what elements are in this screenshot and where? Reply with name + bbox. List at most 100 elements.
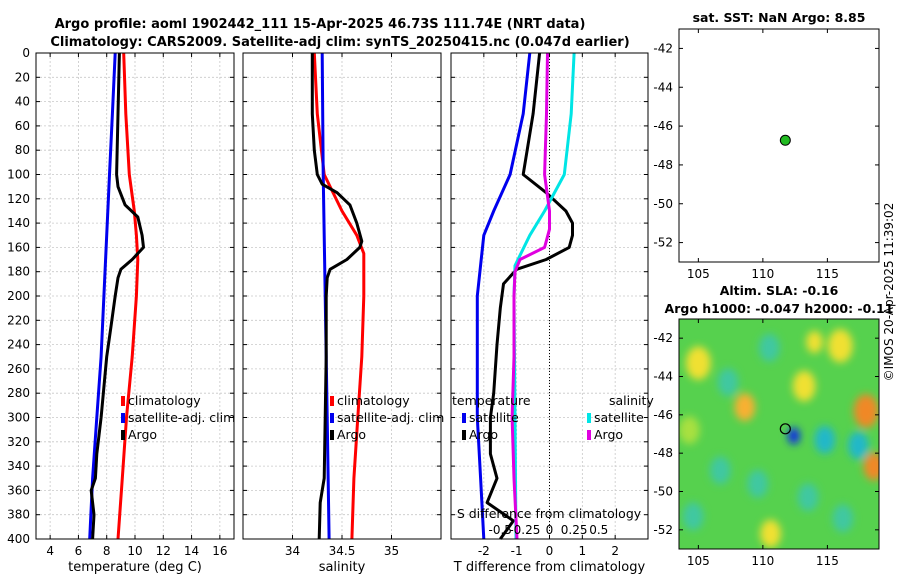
sla-anomaly-cell <box>759 333 780 362</box>
x-tick-label: 105 <box>687 554 710 568</box>
panel-temp: 0 20 40 60 80 100 120 140 160 180 200 220 240 260 280 3… <box>7 46 235 575</box>
y-tick-label: -48 <box>653 158 673 172</box>
sla-anomaly-cell <box>679 416 700 445</box>
panel-sla: Altim. SLA: -0.16 Argo h1000: -0.047 h200… <box>653 283 893 568</box>
sla-anomaly-cell <box>760 519 781 548</box>
y-tick-label: -52 <box>653 236 673 250</box>
y-tick-label: 300 <box>7 411 30 425</box>
axes-frame <box>242 52 442 540</box>
sla-anomaly-cell <box>682 502 704 531</box>
secondary-x-tick-label: -0.5 <box>489 523 512 537</box>
sla-anomaly-cell <box>792 370 816 402</box>
legend-title-temperature: temperature <box>452 393 531 408</box>
sla-anomaly-cell <box>848 431 869 460</box>
legend-label: satellite-adj. clim <box>128 410 235 425</box>
x-tick-label: 115 <box>816 267 839 281</box>
sla-anomaly-cell <box>717 368 739 397</box>
plot-area <box>679 29 879 262</box>
series-line-s-argo <box>510 52 551 540</box>
legend-label: Argo <box>128 427 157 442</box>
x-tick-label: 8 <box>103 544 111 558</box>
sla-anomaly-cell <box>806 330 823 354</box>
y-tick-label: 60 <box>15 119 30 133</box>
y-tick-label: -48 <box>653 446 673 460</box>
x-tick-label: 110 <box>751 554 774 568</box>
sla-anomaly-cell <box>814 425 836 454</box>
imos-watermark: ©IMOS 20-Apr-2025 11:39:02 <box>882 203 896 382</box>
sla-anomaly-cell <box>685 346 711 380</box>
sla-anomaly-cell <box>747 469 769 498</box>
x-tick-label: 14 <box>184 544 199 558</box>
series-line-satellite-adj-clim <box>88 52 117 540</box>
panel-sst: sat. SST: NaN Argo: 8.85 -42 -44 -46 -48 -50 -… <box>653 10 880 281</box>
secondary-x-tick-label: -0.25 <box>509 523 540 537</box>
y-tick-label: 220 <box>7 313 30 327</box>
axes-frame <box>450 52 649 540</box>
secondary-x-tick-label: 0.25 <box>561 523 588 537</box>
sla-anomaly-cell <box>827 329 853 363</box>
sla-anomaly-cell <box>863 452 879 481</box>
y-tick-label: -50 <box>653 197 673 211</box>
y-tick-label: -42 <box>653 331 673 345</box>
y-tick-label: -52 <box>653 523 673 537</box>
y-tick-label: -50 <box>653 485 673 499</box>
title-line-2: Climatology: CARS2009. Satellite-adj cli… <box>50 35 629 50</box>
x-tick-label: 105 <box>687 267 710 281</box>
x-tick-label: 16 <box>212 544 227 558</box>
series-line-climatology <box>116 52 140 540</box>
series-line-argo <box>310 53 364 540</box>
x-tick-label: 34 <box>285 544 300 558</box>
panel-diff: -2 -1 0 1 2 T difference from climatology temp… <box>450 52 654 575</box>
y-tick-label: 120 <box>7 192 30 206</box>
legend-title-salinity: salinity <box>609 393 654 408</box>
y-tick-label: 140 <box>7 216 30 230</box>
sla-title-line-1: Altim. SLA: -0.16 <box>720 283 839 298</box>
y-tick-label: 400 <box>7 532 30 546</box>
y-tick-label: -46 <box>653 119 673 133</box>
sla-title-line-2: Argo h1000: -0.047 h2000: -0.11 <box>665 301 894 316</box>
series-line-argo <box>89 52 145 540</box>
series-line-t-satellite <box>475 52 532 540</box>
x-tick-label: 12 <box>156 544 171 558</box>
legend-label: satellite <box>469 410 519 425</box>
title-line-1: Argo profile: aoml 1902442_111 15-Apr-20… <box>55 17 586 32</box>
y-tick-label: 280 <box>7 386 30 400</box>
x-axis-label: temperature (deg C) <box>68 560 202 575</box>
y-tick-label: 320 <box>7 435 30 449</box>
y-tick-label: 200 <box>7 289 30 303</box>
argo-location-marker <box>779 423 791 435</box>
x-tick-label: 10 <box>127 544 142 558</box>
secondary-x-tick-label: 0 <box>546 523 554 537</box>
sla-heatmap <box>679 319 879 549</box>
axes-frame <box>35 52 235 540</box>
legend-label: Argo <box>337 427 366 442</box>
sla-anomaly-cell <box>734 393 756 422</box>
y-tick-label: 160 <box>7 240 30 254</box>
sla-anomaly-cell <box>709 456 731 485</box>
y-tick-label: 0 <box>22 46 30 60</box>
y-tick-label: 380 <box>7 508 30 522</box>
secondary-x-axis-label: S difference from climatology <box>457 506 642 521</box>
axes-frame <box>678 28 880 263</box>
sla-anomaly-cell <box>853 394 879 428</box>
panel-sal: 34 34.5 35 salinity climatology satellite-adj… <box>242 52 444 575</box>
axes-frame <box>678 318 880 550</box>
heatmap-cells <box>679 329 879 548</box>
x-tick-label: 34.5 <box>329 544 356 558</box>
y-tick-label: 260 <box>7 362 30 376</box>
y-tick-label: 360 <box>7 483 30 497</box>
legend-label: climatology <box>128 393 201 408</box>
y-tick-label: 20 <box>15 70 30 84</box>
legend-label: satellite <box>594 410 644 425</box>
y-tick-label: -42 <box>653 41 673 55</box>
y-tick-label: -44 <box>653 370 673 384</box>
legend-label: satellite-adj. clim <box>337 410 444 425</box>
x-tick-label: 4 <box>46 544 54 558</box>
x-tick-label: -2 <box>478 544 490 558</box>
sla-anomaly-cell <box>787 427 801 445</box>
x-axis-label: T difference from climatology <box>453 560 646 575</box>
y-tick-label: -46 <box>653 408 673 422</box>
y-tick-label: 40 <box>15 95 30 109</box>
y-tick-label: -44 <box>653 80 673 94</box>
